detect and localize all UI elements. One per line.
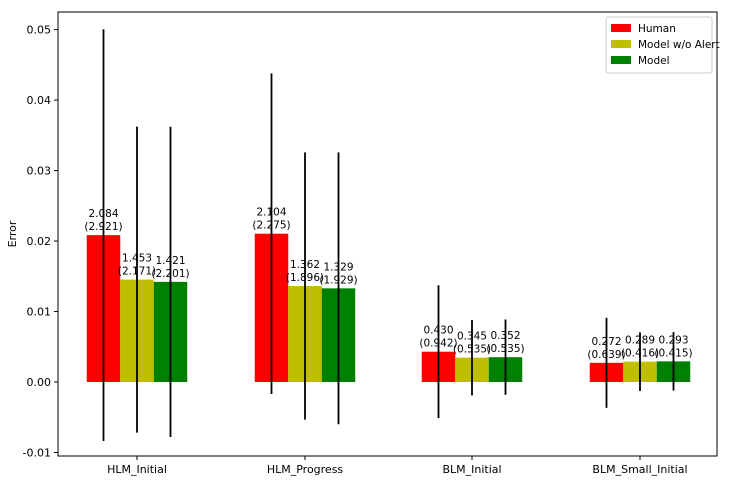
bar-value-sublabel: (0.415) <box>654 347 692 359</box>
legend-box <box>605 16 713 74</box>
x-tick-label: BLM_Initial <box>442 463 501 476</box>
bar-value-label: 1.329 <box>323 261 353 273</box>
legend-entry-label: Model w/o Alert <box>638 39 720 51</box>
plot-frame <box>57 11 718 457</box>
bar-value-label: 2.084 <box>88 208 118 220</box>
bar-value-sublabel: (1.896) <box>286 272 324 284</box>
bar-value-sublabel: (0.942) <box>419 338 457 350</box>
y-tick-label: 0.02 <box>27 235 52 248</box>
bar-value-sublabel: (0.639) <box>587 349 625 361</box>
y-tick-label: 0.05 <box>27 24 52 37</box>
bar-value-label: 1.421 <box>155 255 185 267</box>
bar-value-label: 0.352 <box>490 330 520 342</box>
bar-value-label: 0.345 <box>457 331 487 343</box>
legend-swatch <box>611 56 631 64</box>
legend-swatch <box>611 24 631 32</box>
bar-value-sublabel: (2.275) <box>252 220 290 232</box>
bar-value-sublabel: (2.201) <box>151 268 189 280</box>
bar-value-label: 0.430 <box>423 325 453 337</box>
x-tick-label: HLM_Progress <box>267 463 344 476</box>
legend-entry-label: Model <box>638 55 670 67</box>
bar-value-label: 1.362 <box>290 259 320 271</box>
y-axis-label: Error <box>6 220 19 247</box>
bar-value-label: 2.104 <box>256 207 286 219</box>
bar-value-sublabel: (2.921) <box>84 221 122 233</box>
bar-value-label: 1.453 <box>122 253 152 265</box>
bar-value-sublabel: (2.171) <box>118 266 156 278</box>
y-tick-label: 0.03 <box>27 165 52 178</box>
x-tick-label: BLM_Small_Initial <box>592 463 687 476</box>
y-tick-label: 0.04 <box>27 94 52 107</box>
legend-swatch <box>611 40 631 48</box>
x-tick-label: HLM_Initial <box>107 463 167 476</box>
bar-value-sublabel: (0.535) <box>453 344 491 356</box>
bar-value-sublabel: (0.535) <box>486 343 524 355</box>
bar-value-label: 0.293 <box>658 334 688 346</box>
legend: Human Model w/o Alert Model <box>605 16 720 74</box>
bar-value-sublabel: (0.416) <box>621 348 659 360</box>
legend-entry-label: Human <box>638 23 676 35</box>
y-tick-label: 0.00 <box>27 376 52 389</box>
bar-value-sublabel: (1.929) <box>319 274 357 286</box>
bar-value-label: 0.272 <box>591 336 621 348</box>
y-tick-label: -0.01 <box>23 446 51 459</box>
bar-value-label: 0.289 <box>625 335 655 347</box>
y-tick-label: 0.01 <box>27 306 52 319</box>
